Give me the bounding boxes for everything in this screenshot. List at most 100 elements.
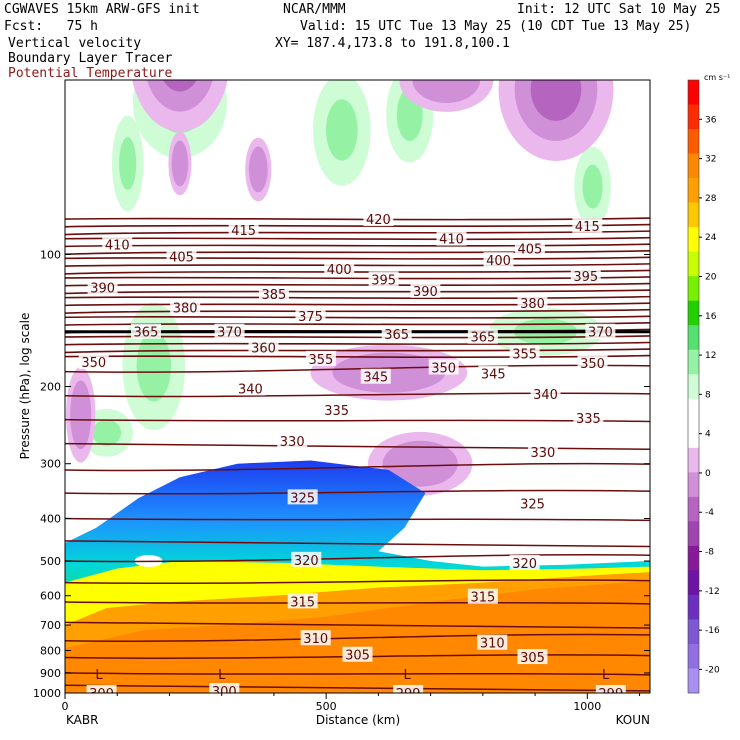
theta-label-bg [295,307,326,323]
theta-label: 299 [396,687,421,702]
theta-contour [65,517,650,522]
colorbar-swatch [688,178,699,203]
colorbar-swatch [688,325,699,351]
theta-label-bg [573,410,604,426]
colorbar-label: 36 [705,115,717,125]
theta-label-bg [287,489,318,505]
theta-label: 300 [212,685,237,700]
theta-label-bg [214,323,245,339]
theta-contour [65,289,650,295]
theta-label-bg [368,271,399,287]
updraft-core [326,99,358,161]
theta-label: 390 [90,282,115,297]
theta-contour [65,601,650,605]
theta-label-bg [235,380,266,396]
theta-label-bg [381,326,412,342]
colorbar-swatch [688,80,699,105]
theta-label: 335 [324,404,349,419]
header-source: NCAR/MMM [283,2,346,17]
theta-label: 365 [470,331,495,346]
theta-label: 400 [327,263,352,278]
theta-label-bg [248,339,279,355]
y-tick-label: 1000 [33,687,61,700]
downdraft-region [412,80,481,103]
low-marker: L [218,668,226,683]
colorbar-swatch [688,668,699,694]
theta-label-bg [170,299,201,315]
low-marker: L [95,668,103,683]
theta-label: 310 [303,632,328,647]
y-tick-label: 600 [40,590,61,603]
theta-label: 345 [481,368,506,383]
theta-label: 325 [290,491,315,506]
theta-contour [65,276,650,280]
theta-label-bg [130,323,161,339]
updraft-core [582,164,603,209]
theta-label-bg [321,401,352,417]
x-tick-label: 500 [316,700,337,713]
low-marker: L [602,668,610,683]
theta-contour [65,282,650,287]
header-forecast-hour: Fcst: 75 h [4,19,98,34]
theta-contour [65,256,650,260]
theta-label-bg [393,685,424,693]
theta-label-bg [572,217,603,233]
colorbar-swatch [688,545,699,571]
theta-label-bg [509,345,540,361]
downdraft-region [248,146,268,193]
theta-label: 305 [345,649,370,664]
header-valid-time: Valid: 15 UTC Tue 13 May 25 (10 CDT Tue … [300,19,692,34]
colorbar-label: 4 [705,430,711,440]
y-tick-label: 300 [40,458,61,471]
right-endpoint-label: KOUN [616,713,650,727]
x-axis-label: Distance (km) [316,713,400,727]
theta-contour [65,354,650,358]
y-tick-label: 800 [40,645,61,658]
theta-label: 380 [520,297,545,312]
potential-temperature-labels: 420 415 415 410 410 405 405 400 400 395 395 390 390 3… [78,211,626,702]
y-tick-label: 400 [40,513,61,526]
theta-label: 299 [598,687,623,702]
theta-label-bg [428,359,459,375]
theta-label-bg [258,285,289,301]
theta-contour [65,249,650,255]
theta-label: 405 [517,243,542,258]
theta-label: 400 [486,254,511,269]
theta-label: 315 [290,595,315,610]
header-field-vertical-velocity: Vertical velocity [8,36,142,51]
theta-contour [65,230,650,236]
y-axis-label: Pressure (hPa), log scale [18,313,32,460]
theta-label: 365 [134,326,159,341]
theta-contour [65,489,650,495]
colorbar-swatch [688,153,699,179]
colorbar-swatch [688,619,699,645]
colorbar-label: 32 [705,155,716,165]
theta-label: 410 [105,239,130,254]
colorbar-label: 12 [705,351,716,361]
theta-label: 350 [81,356,106,371]
downdraft-region [171,140,189,187]
updraft-core [119,137,137,190]
theta-label: 320 [512,557,537,572]
downdraft-region [163,80,197,92]
downdraft-region [70,380,92,450]
colorbar-swatch [688,104,699,130]
updraft-core [92,419,122,446]
theta-label-bg [86,685,117,693]
theta-label: 345 [363,371,388,386]
colorbar-swatch [688,202,699,228]
theta-label-bg [410,282,441,298]
colorbar-swatch [688,521,699,547]
theta-label: 340 [238,382,263,397]
colorbar-swatch [688,472,699,498]
theta-label: 405 [169,250,194,265]
theta-label: 415 [231,224,256,239]
theta-label: 375 [298,310,323,325]
theta-label-bg [478,365,509,381]
theta-label: 340 [533,388,558,403]
theta-label: 355 [309,353,334,368]
theta-contour [65,633,650,642]
color-bar: 36 32 28 24 20 16 12 8 4 0 -4 -8 -12 -16 -20 [687,79,720,694]
